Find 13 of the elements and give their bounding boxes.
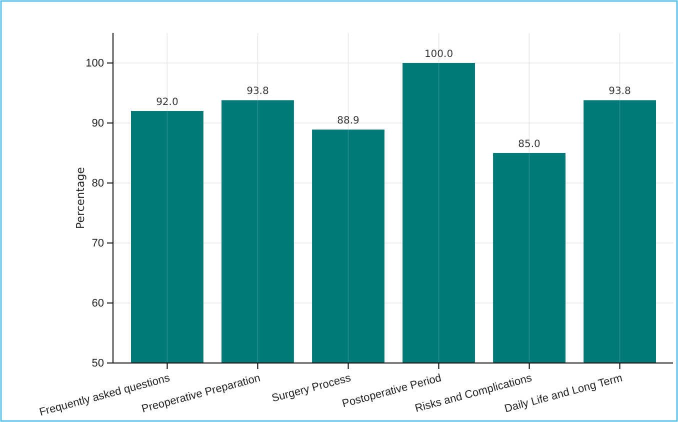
data-label: 88.9 [337, 116, 360, 127]
data-label: 93.8 [246, 86, 269, 98]
y-axis-title: Percentage [74, 166, 87, 229]
y-tick-label: 60 [92, 298, 104, 310]
y-tick-label: 70 [92, 238, 104, 250]
y-tick-label: 50 [92, 358, 104, 370]
y-tick-label: 80 [92, 178, 104, 190]
data-label: 85.0 [518, 139, 540, 150]
data-label: 93.8 [608, 86, 631, 98]
y-tick-label: 100 [86, 58, 104, 70]
data-label: 100.0 [424, 49, 454, 60]
data-label: 92.0 [156, 97, 178, 108]
y-tick-label: 90 [92, 118, 104, 130]
